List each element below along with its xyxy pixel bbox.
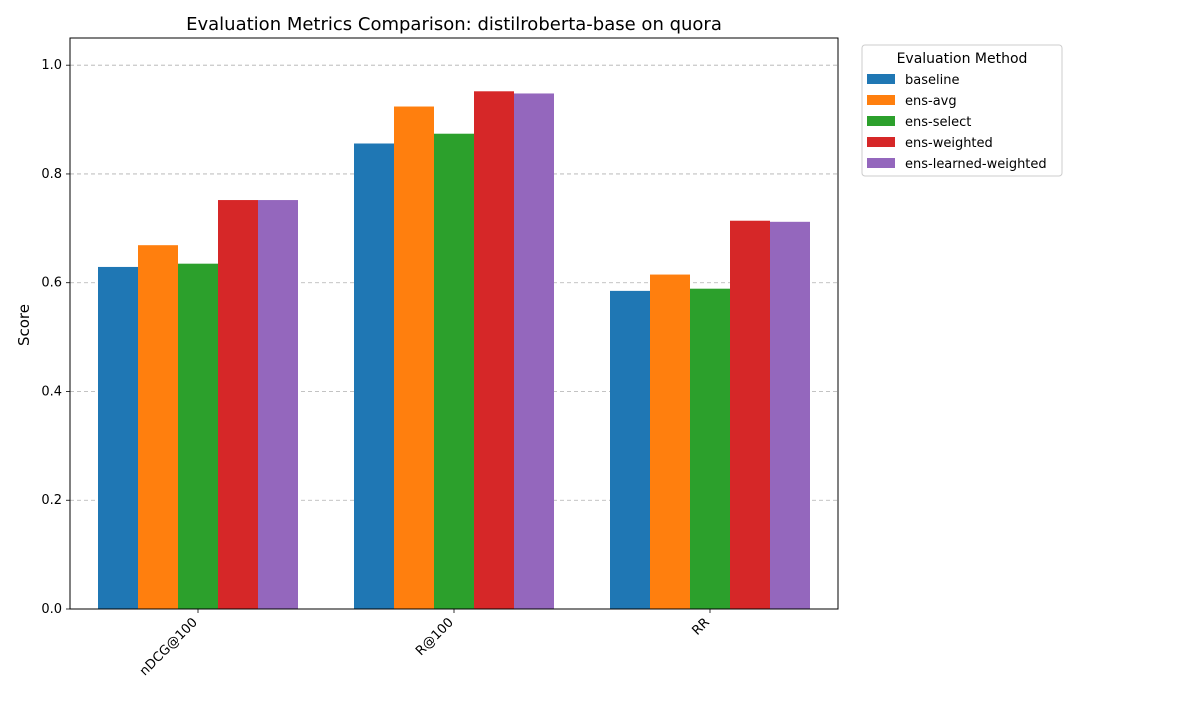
y-axis-label: Score — [15, 304, 33, 346]
legend-title: Evaluation Method — [897, 51, 1028, 67]
legend-label-ens-avg: ens-avg — [905, 94, 957, 109]
x-tick-label: RR — [689, 615, 712, 638]
legend-label-ens-learned-weighted: ens-learned-weighted — [905, 157, 1047, 172]
bar-ens-learned-weighted-RR — [770, 221, 810, 609]
bar-ens-select-RR — [690, 288, 730, 609]
bar-ens-weighted-R@100 — [474, 91, 514, 609]
bar-ens-learned-weighted-nDCG@100 — [258, 200, 298, 609]
bar-baseline-RR — [610, 290, 650, 609]
bar-ens-learned-weighted-R@100 — [514, 93, 554, 610]
legend-box — [861, 44, 1063, 177]
bar-ens-weighted-nDCG@100 — [218, 200, 258, 609]
bar-baseline-nDCG@100 — [98, 266, 138, 609]
bar-ens-select-nDCG@100 — [178, 263, 218, 609]
legend-label-ens-weighted: ens-weighted — [905, 136, 993, 151]
legend-swatch-ens-weighted — [867, 137, 895, 147]
bar-ens-avg-RR — [650, 274, 690, 609]
legend-swatch-ens-select — [867, 116, 895, 126]
y-tick-label: 0.2 — [41, 493, 62, 508]
bar-baseline-R@100 — [354, 143, 394, 609]
bar-ens-weighted-RR — [730, 220, 770, 609]
x-tick-label: nDCG@100 — [137, 615, 201, 679]
bar-ens-avg-nDCG@100 — [138, 245, 178, 610]
y-tick-label: 0.8 — [41, 167, 62, 182]
y-tick-label: 0.4 — [41, 384, 62, 399]
plot-frame — [69, 37, 839, 610]
bars — [98, 91, 810, 610]
y-tick-label: 0.6 — [41, 276, 62, 291]
legend-swatch-ens-avg — [867, 95, 895, 105]
chart-title: Evaluation Metrics Comparison: distilrob… — [186, 14, 722, 35]
bar-ens-avg-R@100 — [394, 106, 434, 610]
y-tick-label: 1.0 — [41, 58, 62, 73]
legend-swatch-ens-learned-weighted — [867, 158, 895, 168]
x-tick-label: R@100 — [413, 615, 457, 659]
legend-label-ens-select: ens-select — [905, 115, 971, 130]
y-tick-label: 0.0 — [41, 602, 62, 617]
bar-ens-select-R@100 — [434, 133, 474, 609]
legend-swatch-baseline — [867, 74, 895, 84]
legend-label-baseline: baseline — [905, 73, 959, 88]
legend[interactable]: Evaluation Method baseline ens-avg ens-sele… — [861, 44, 1063, 177]
